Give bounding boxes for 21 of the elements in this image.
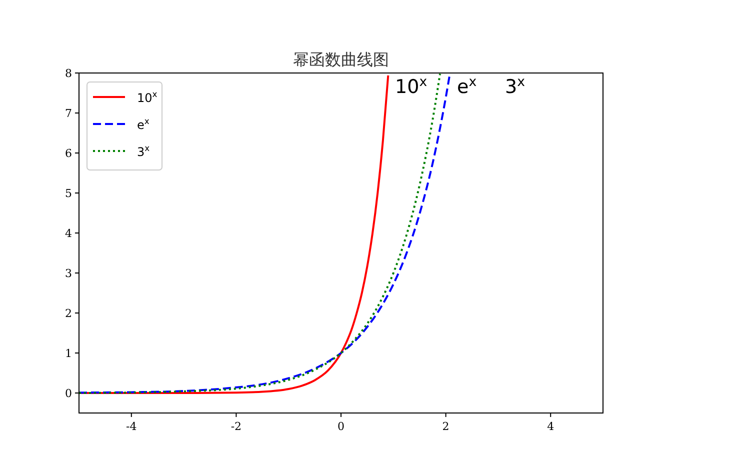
x-tick-label: -4 [126,420,137,433]
chart-title: 幂函数曲线图 [293,50,389,69]
y-tick-label: 1 [65,347,72,360]
y-tick-label: 4 [65,227,72,240]
y-tick-label: 6 [65,147,72,160]
annotation: 10$^{x}$ [395,74,428,98]
x-tick-label: 2 [442,420,450,433]
x-tick-label: 0 [338,420,344,433]
x-tick-label: 4 [547,420,554,433]
y-tick-label: 5 [65,187,72,200]
y-tick-label: 2 [65,307,72,320]
y-tick-label: 3 [65,267,72,280]
legend-label: 3$^{x}$ [137,143,150,159]
legend-label: 10$^{x}$ [137,89,158,105]
annotation: 3$^{x}$ [505,74,526,98]
y-tick-label: 7 [65,107,72,120]
annotation: e$^{x}$ [457,74,477,98]
x-tick-label: -2 [230,420,242,433]
y-tick-label: 8 [65,67,72,80]
y-tick-label: 0 [65,387,72,400]
legend-label: e$^{x}$ [137,116,150,132]
